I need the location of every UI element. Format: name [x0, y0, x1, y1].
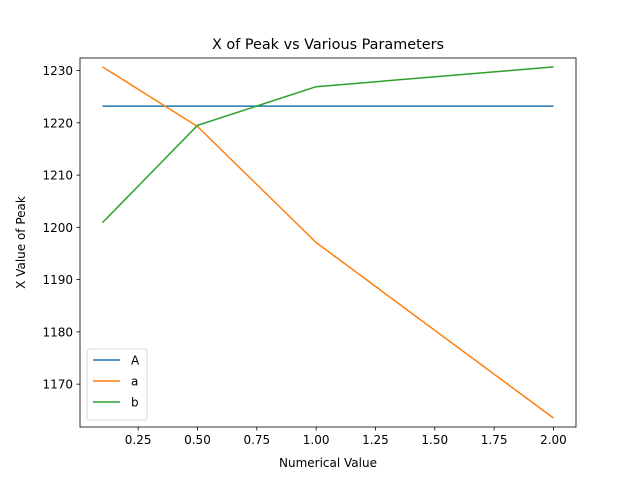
y-tick-label: 1190	[42, 273, 73, 287]
y-axis-ticks: 1170 1180 1190 1200 1210 1220 1230	[42, 64, 80, 392]
y-tick-label: 1210	[42, 169, 73, 183]
chart-title: X of Peak vs Various Parameters	[212, 37, 444, 53]
legend-label-b: b	[131, 396, 139, 410]
legend: Aab	[86, 348, 148, 421]
x-tick-label: 0.50	[184, 433, 211, 447]
y-tick-label: 1180	[42, 325, 73, 339]
x-tick-label: 1.75	[481, 433, 508, 447]
x-tick-label: 0.25	[125, 433, 152, 447]
series-line-a	[102, 66, 554, 419]
plot-area	[101, 66, 554, 419]
x-tick-label: 1.50	[421, 433, 448, 447]
plot-frame	[79, 57, 577, 428]
x-tick-label: 0.75	[243, 433, 270, 447]
x-tick-label: 1.25	[362, 433, 389, 447]
x-axis-label: Numerical Value	[279, 456, 377, 470]
y-tick-label: 1230	[42, 64, 73, 78]
y-tick-label: 1170	[42, 378, 73, 392]
x-axis-ticks: 0.25 0.50 0.75 1.00 1.25 1.50 1.75 2.00	[125, 427, 567, 447]
y-tick-label: 1220	[42, 116, 73, 130]
y-axis-label: X Value of Peak	[14, 196, 28, 289]
y-tick-label: 1200	[42, 221, 73, 235]
legend-label-A: A	[131, 354, 140, 368]
series-line-b	[101, 66, 554, 224]
x-tick-label: 1.00	[303, 433, 330, 447]
legend-label-a: a	[131, 375, 138, 389]
x-tick-label: 2.00	[540, 433, 567, 447]
